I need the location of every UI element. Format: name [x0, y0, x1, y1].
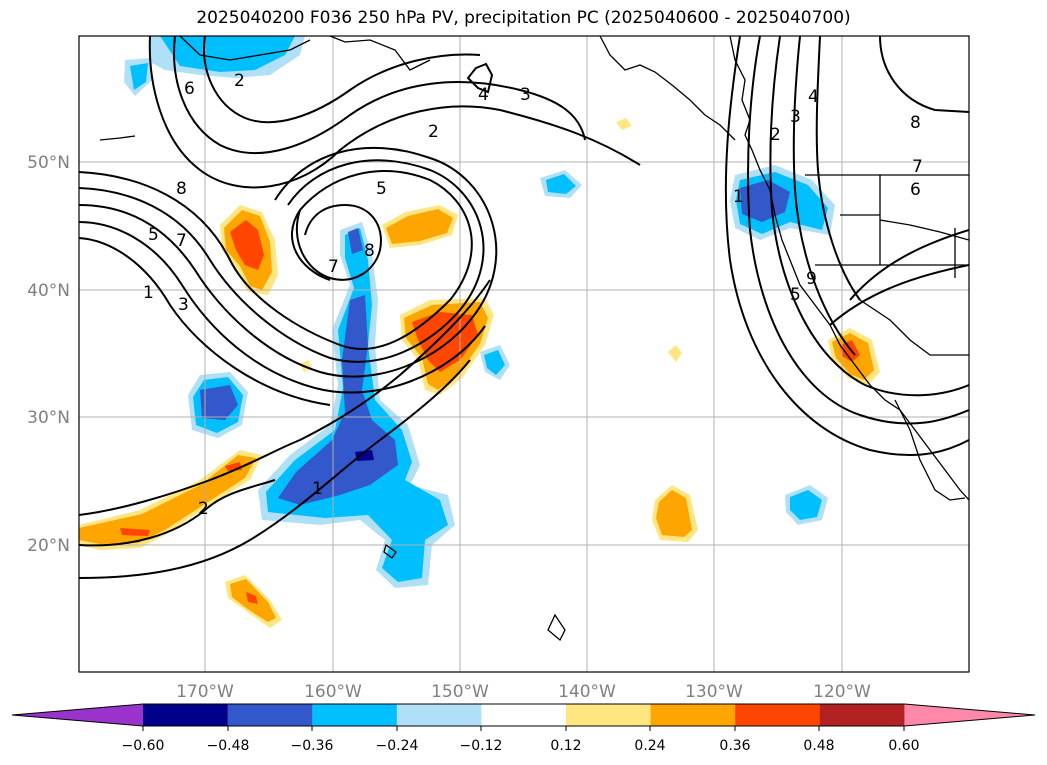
pos-anomaly-patch [230, 220, 264, 270]
map-background [79, 36, 969, 672]
contour-label: 8 [176, 179, 187, 199]
figure-title: 2025040200 F036 250 hPa PV, precipitatio… [196, 8, 851, 28]
pos-anomaly-patch [120, 528, 150, 536]
pos-anomaly-patch [840, 340, 860, 362]
map-panel: 6 2 8 5 7 1 3 4 3 2 5 8 7 1 2 3 4 8 7 6 … [27, 35, 970, 702]
contour-label: 1 [733, 187, 744, 207]
contour-label: 4 [808, 87, 819, 107]
lon-labels: 170°W 160°W 150°W 140°W 130°W 120°W [176, 682, 871, 702]
colorbar: −0.60 −0.48 −0.36 −0.24 −0.12 0.12 0.24 … [11, 703, 1036, 754]
contour-label: 2 [428, 122, 439, 142]
colorbar-segment [819, 704, 905, 726]
colorbar-tick-label: −0.24 [376, 738, 419, 754]
colorbar-segment [12, 704, 143, 726]
contour-label: 3 [790, 107, 801, 127]
pos-anomaly-patch [386, 209, 453, 244]
contour-label: 3 [520, 85, 531, 105]
pos-anomaly-patch [246, 592, 258, 604]
colorbar-tick-label: 0.48 [803, 738, 834, 754]
neg-anomaly-patch [484, 350, 505, 375]
contour-label: 2 [234, 71, 245, 91]
colorbar-segment [735, 704, 821, 726]
colorbar-segment [904, 704, 1035, 726]
precip-fill-layer [79, 36, 880, 628]
lon-label: 160°W [304, 682, 362, 702]
pv-contour-labels: 6 2 8 5 7 1 3 4 3 2 5 8 7 1 2 3 4 8 7 6 … [143, 71, 923, 519]
pos-anomaly-patch [656, 490, 692, 537]
colorbar-tick-label: 0.36 [719, 738, 750, 754]
colorbar-segment [566, 704, 652, 726]
contour-label: 2 [770, 125, 781, 145]
colorbar-segment [143, 704, 229, 726]
lon-label: 170°W [176, 682, 234, 702]
pos-anomaly-patch [668, 345, 682, 362]
lon-label: 150°W [431, 682, 489, 702]
contour-label: 7 [912, 157, 923, 177]
colorbar-ticks [142, 726, 905, 731]
contour-label: 2 [198, 499, 209, 519]
contour-label: 5 [790, 285, 801, 305]
neg-anomaly-patch [355, 450, 374, 461]
pv-contours [79, 36, 969, 579]
lat-label: 20°N [27, 536, 70, 556]
lat-label: 30°N [27, 408, 70, 428]
contour-label: 7 [176, 231, 187, 251]
contour-label: 7 [328, 257, 339, 277]
colorbar-tick-label: 0.60 [888, 738, 919, 754]
neg-anomaly-patch [348, 228, 363, 254]
colorbar-segment [650, 704, 736, 726]
lat-label: 40°N [27, 281, 70, 301]
contour-label: 3 [178, 295, 189, 315]
lon-label: 140°W [558, 682, 616, 702]
neg-anomaly-patch [130, 63, 148, 90]
colorbar-tick-label: −0.36 [291, 738, 334, 754]
contour-label: 5 [148, 225, 159, 245]
colorbar-segment [481, 704, 567, 726]
neg-anomaly-patch [200, 385, 238, 420]
contour-label: 1 [143, 283, 154, 303]
contour-label: 9 [806, 269, 817, 289]
contour-label: 5 [376, 179, 387, 199]
contour-label: 8 [910, 113, 921, 133]
colorbar-tick-label: 0.24 [634, 738, 665, 754]
neg-anomaly-patch [546, 174, 576, 194]
lat-labels: 50°N 40°N 30°N 20°N [27, 153, 70, 556]
neg-anomaly-patch [790, 490, 822, 520]
contour-label: 1 [312, 479, 323, 499]
pos-anomaly-patch [412, 312, 478, 372]
pos-anomaly-patch [616, 118, 632, 130]
contour-label: 6 [910, 180, 921, 200]
colorbar-segments [11, 703, 1036, 727]
colorbar-segment [312, 704, 398, 726]
contour-label: 4 [478, 85, 489, 105]
colorbar-tick-label: −0.12 [460, 738, 503, 754]
colorbar-segment [396, 704, 482, 726]
colorbar-segment [227, 704, 313, 726]
colorbar-tick-labels: −0.60 −0.48 −0.36 −0.24 −0.12 0.12 0.24 … [122, 738, 920, 754]
lon-label: 130°W [685, 682, 743, 702]
neg-anomaly-patch [160, 36, 295, 72]
pos-anomaly-patch [79, 455, 256, 544]
graticule [79, 36, 969, 672]
lon-label: 120°W [813, 682, 871, 702]
contour-label: 6 [184, 79, 195, 99]
neg-anomaly-patch [740, 180, 790, 222]
colorbar-tick-label: −0.48 [207, 738, 250, 754]
lat-label: 50°N [27, 153, 70, 173]
contour-label: 8 [364, 241, 375, 261]
colorbar-tick-label: −0.60 [122, 738, 165, 754]
colorbar-tick-label: 0.12 [550, 738, 581, 754]
map-frame [78, 35, 970, 673]
